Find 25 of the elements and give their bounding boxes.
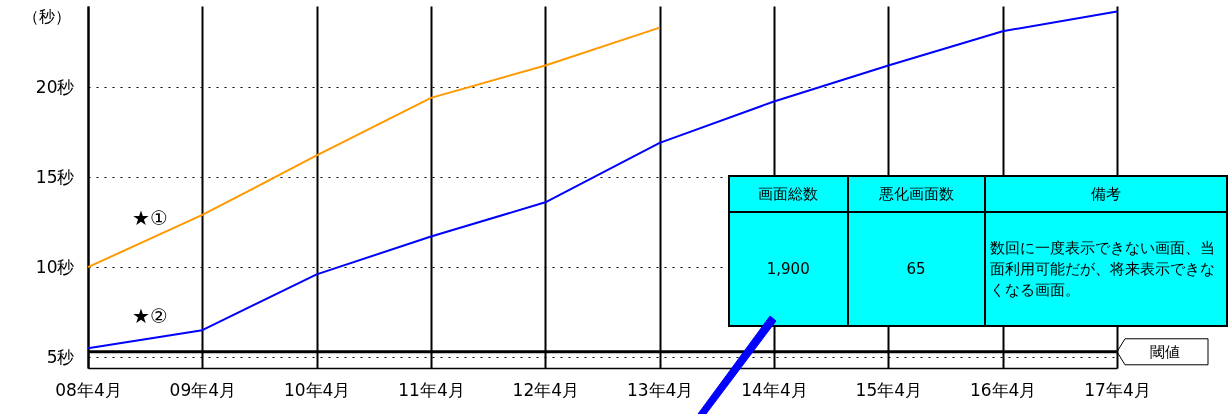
annotation: 悪化画面数 <box>847 176 985 212</box>
y-tick-label: 20秒 <box>35 76 75 97</box>
annotation: 画面総数 <box>729 176 848 212</box>
annotation: 備考 <box>984 176 1227 212</box>
y-tick-label: 5秒 <box>46 346 75 367</box>
series-label: ★② <box>132 304 168 329</box>
y-axis-title: （秒） <box>22 6 71 26</box>
x-tick-label: 17年4月 <box>1084 379 1151 400</box>
series-label: ★① <box>132 206 168 231</box>
x-tick-label: 12年4月 <box>512 379 580 400</box>
x-tick-label: 16年4月 <box>969 379 1037 400</box>
annotation: 数回に一度表示できない画面、当面利用可能だが、将来表示できなくなる画面。 <box>984 212 1227 326</box>
line-series <box>87 26 661 269</box>
annotation: 65 <box>847 212 985 326</box>
x-tick-label: 10年4月 <box>283 379 351 400</box>
x-tick-label: 15年4月 <box>855 379 923 400</box>
x-tick-label: 08年4月 <box>55 379 122 400</box>
ref-line-label: 閾値 <box>1150 342 1180 361</box>
x-tick-label: 09年4月 <box>169 379 237 400</box>
y-tick-label: 15秒 <box>35 166 75 187</box>
x-tick-label: 13年4月 <box>626 379 694 400</box>
x-tick-label: 11年4月 <box>398 379 465 400</box>
y-tick-label: 10秒 <box>35 256 75 277</box>
annotation: 1,900 <box>729 212 848 326</box>
x-tick-label: 14年4月 <box>741 379 808 400</box>
